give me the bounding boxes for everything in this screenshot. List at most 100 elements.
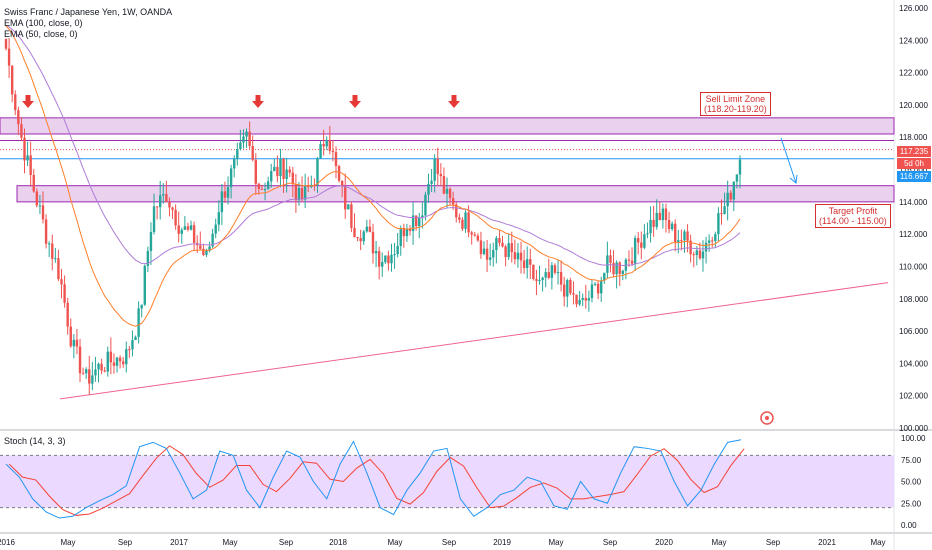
candle-body — [458, 217, 461, 220]
down-arrow-shaft — [25, 95, 31, 101]
candle-body — [726, 192, 729, 207]
down-arrow-icon — [349, 95, 361, 108]
time-tick-label: 2016 — [0, 538, 15, 547]
candle-body — [137, 308, 140, 337]
candle-body — [667, 219, 671, 230]
time-tick-label: May — [711, 538, 726, 547]
candle-body — [538, 280, 541, 282]
candle-body — [646, 233, 649, 235]
candle-body — [421, 215, 424, 218]
countdown-tag: 5d 0h — [897, 158, 931, 169]
candle-body — [233, 158, 236, 169]
candle-body — [479, 240, 483, 255]
candle-body — [365, 226, 369, 232]
candle-body — [442, 176, 446, 194]
ema-100-legend[interactable]: EMA (100, close, 0) — [4, 18, 83, 28]
time-tick-label: Sep — [118, 538, 133, 547]
ema-50-legend[interactable]: EMA (50, close, 0) — [4, 29, 78, 39]
candle-body — [14, 94, 17, 111]
candle-body — [242, 136, 245, 143]
candle-body — [214, 224, 217, 234]
candle-body — [109, 351, 113, 363]
candle-body — [103, 370, 106, 372]
candle-body — [627, 259, 631, 261]
candle-body — [276, 166, 279, 177]
candle-body — [569, 280, 572, 294]
candle-body — [266, 181, 270, 190]
candle-body — [254, 159, 258, 184]
candle-body — [504, 246, 507, 258]
candle-body — [328, 139, 332, 151]
candle-body — [97, 363, 100, 370]
candle-body — [118, 357, 122, 362]
candle-body — [146, 250, 150, 266]
candle-body — [186, 226, 190, 230]
ema-price-tag: 116.667 — [897, 171, 931, 182]
candle-body — [559, 272, 563, 285]
candle-body — [322, 144, 325, 147]
candle-body — [165, 194, 168, 203]
stoch-tick-label: 25.00 — [901, 499, 922, 508]
candle-body — [4, 38, 8, 49]
candle-body — [498, 238, 501, 243]
candle-body — [334, 152, 338, 167]
candle-body — [356, 237, 359, 239]
candle-body — [205, 250, 208, 255]
ascending-trendline — [60, 282, 889, 400]
candle-body — [556, 272, 560, 274]
candle-body — [455, 204, 458, 218]
candle-body — [226, 187, 230, 198]
candle-body — [94, 369, 97, 376]
last-price-tag: 117.235 — [897, 146, 931, 157]
candle-body — [513, 252, 517, 260]
candle-body — [57, 258, 60, 280]
candle-body — [482, 248, 486, 255]
candle-body — [522, 260, 526, 269]
candle-body — [143, 265, 146, 305]
candle-body — [121, 361, 125, 365]
down-arrow-head — [349, 101, 361, 108]
price-tick-label: 108.000 — [899, 295, 928, 304]
candle-body — [316, 158, 319, 186]
candle-body — [239, 142, 242, 150]
candle-body — [362, 231, 365, 242]
candles — [4, 38, 742, 395]
candle-body — [495, 238, 498, 251]
candle-body — [606, 255, 609, 273]
down-arrow-icon — [252, 95, 264, 108]
time-tick-label: 2021 — [818, 538, 836, 547]
candle-body — [260, 188, 264, 190]
candle-body — [78, 346, 82, 374]
candle-body — [26, 155, 29, 161]
candle-body — [189, 225, 193, 230]
candle-body — [399, 228, 402, 246]
candle-body — [171, 207, 174, 210]
candle-body — [670, 223, 674, 230]
replay-icon-dot — [765, 416, 769, 420]
time-tick-label: May — [387, 538, 402, 547]
down-arrow-icon — [448, 95, 460, 108]
candle-body — [692, 254, 695, 256]
candle-body — [387, 255, 390, 264]
time-tick-label: May — [60, 538, 75, 547]
candle-body — [134, 336, 137, 341]
candle-body — [674, 223, 677, 243]
time-tick-label: Sep — [766, 538, 781, 547]
stoch-band — [0, 455, 894, 508]
candle-body — [51, 243, 54, 259]
candle-body — [525, 259, 529, 269]
stoch-tick-label: 0.00 — [901, 521, 917, 530]
price-tick-label: 106.000 — [899, 327, 928, 336]
stoch-legend[interactable]: Stoch (14, 3, 3) — [4, 436, 66, 446]
candle-body — [701, 251, 705, 259]
candle-body — [340, 180, 344, 187]
candle-body — [461, 219, 464, 229]
candle-body — [371, 231, 375, 254]
candle-body — [590, 284, 594, 299]
candle-body — [615, 262, 618, 275]
candle-body — [655, 212, 658, 227]
time-tick-label: 2019 — [493, 538, 511, 547]
candle-body — [427, 183, 430, 195]
